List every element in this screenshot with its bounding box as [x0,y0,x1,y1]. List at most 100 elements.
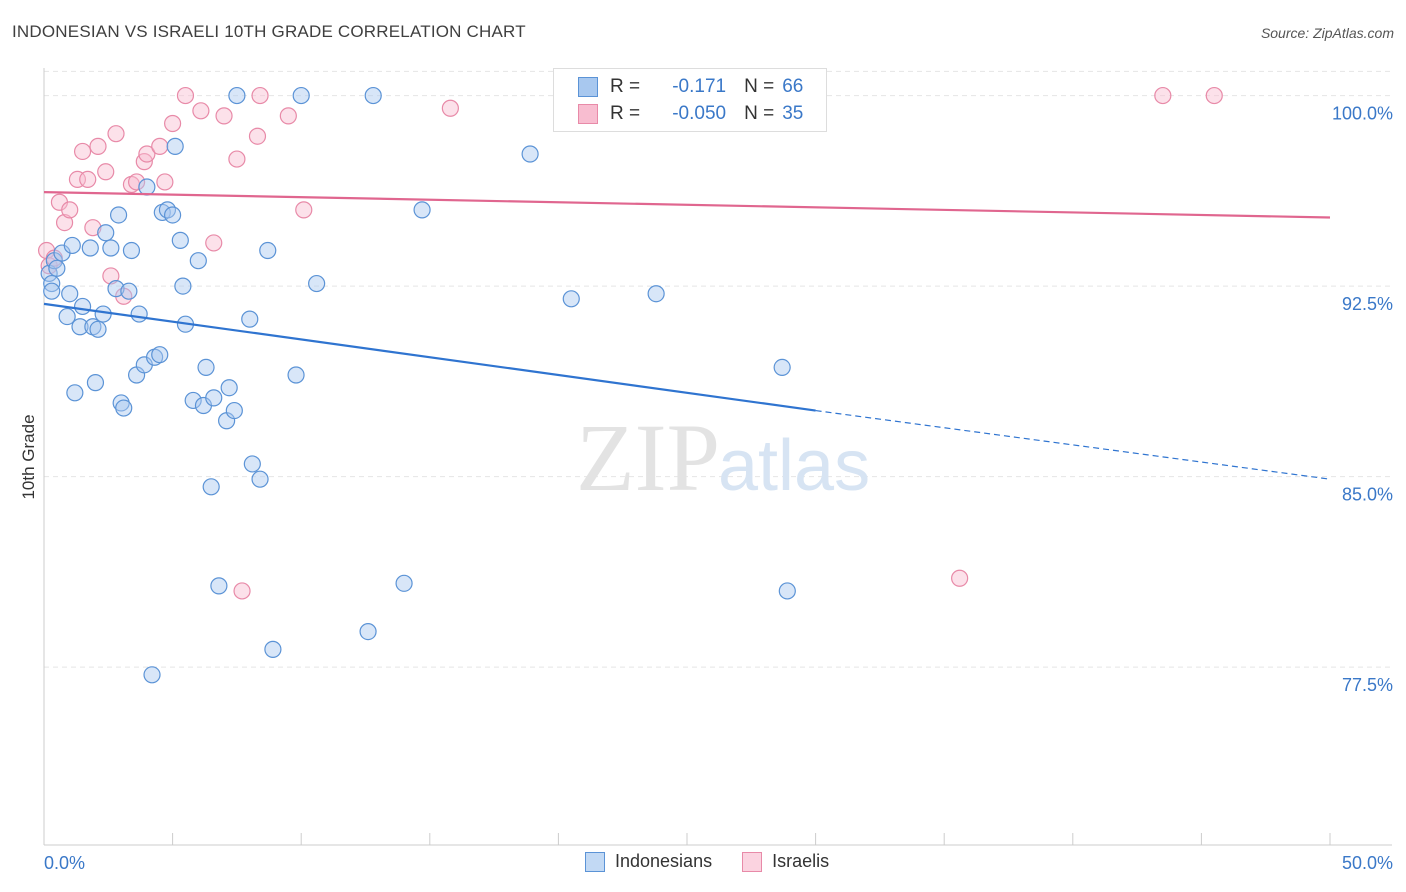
legend-item-indonesians[interactable]: Indonesians [585,851,712,872]
swatch-indonesians [578,77,598,97]
y-tick-label: 85.0% [1342,485,1393,505]
swatch-israelis [742,851,763,872]
indonesian-point [197,358,215,376]
legend-label-israelis: Israelis [772,851,830,871]
israeli-point [441,99,459,117]
legend-item-israelis[interactable]: Israelis [742,851,829,872]
r-value-israelis: -0.050 [672,103,727,124]
indonesian-point [130,305,148,323]
chart-title: INDONESIAN VS ISRAELI 10TH GRADE CORRELA… [12,22,526,41]
watermark-zip: ZIP [576,404,720,511]
indonesian-point [58,307,76,326]
n-value-indonesians: 66 [782,76,804,97]
swatch-israelis [578,104,598,124]
indonesian-point [102,239,120,257]
israeli-point [73,142,92,161]
indonesian-point [164,206,182,224]
indonesian-point [171,231,189,249]
israeli-point [55,213,74,232]
israeli-point [176,86,195,105]
indonesian-point [115,399,133,417]
grid-lines [44,70,1392,668]
x-tick-label: 0.0% [44,853,85,873]
indonesian-point [158,201,177,219]
israeli-point [89,137,107,155]
watermark-atlas: atlas [718,426,870,506]
indonesian-point [228,86,246,105]
israeli-point [164,114,182,133]
israeli-point [192,102,210,120]
israeli-point [61,201,79,219]
r-label: R = [610,76,641,97]
indonesian-point [81,239,99,257]
series-legend: Indonesians Israelis [585,851,859,872]
n-label: N = [744,103,775,124]
indonesian-point [264,640,282,658]
indonesian-point [151,346,169,364]
indonesian-point [122,241,141,260]
indonesian-point [259,241,277,260]
x-tick-label: 50.0% [1342,853,1393,873]
indonesian-point [364,86,382,105]
indonesian-point [308,274,326,293]
tick-labels: 77.5% 85.0% 92.5% 100.0% 0.0% 50.0% [44,104,1393,873]
israeli-point [97,163,115,181]
indonesian-point [243,455,261,473]
israeli-point [102,267,120,285]
indonesian-point [97,224,115,242]
indonesian-point [86,374,105,392]
r-value-indonesians: -0.171 [672,76,727,97]
israeli-point [215,107,233,125]
axes [43,68,1392,846]
indonesian-point [287,366,305,384]
indonesian-point [120,282,138,300]
indonesian-point [63,236,81,255]
indonesian-point [166,137,184,155]
indonesian-point [210,577,228,595]
indonesian-point [189,252,207,270]
israeli-point [107,125,125,143]
indonesian-point [48,259,66,277]
trend-lines [43,191,1331,480]
n-label: N = [744,76,775,97]
indonesian-point [143,666,161,684]
israelis-trend-line [43,191,1331,219]
indonesian-point [107,280,125,298]
indonesian-point [66,384,84,402]
indonesian-point [773,358,791,376]
indonesian-point [413,201,431,219]
indonesian-point [202,478,220,496]
israeli-point [156,173,174,191]
indonesian-point [778,582,796,600]
indonesian-point [94,305,112,323]
israeli-point [248,127,267,145]
y-axis-label: 10th Grade [19,414,38,499]
indonesian-point [251,470,269,488]
indonesian-point [225,401,243,420]
israeli-point [127,173,146,191]
indonesian-point [521,145,539,163]
israeli-point [228,150,246,168]
indonesian-point [71,318,89,336]
israeli-point [138,145,156,163]
swatch-indonesians [585,851,605,872]
indonesian-point [89,320,107,338]
israeli-point [205,234,223,252]
israeli-point [79,170,97,189]
indonesian-point [138,178,156,196]
indonesian-point [174,277,192,295]
indonesians-trend-extension [815,409,1331,480]
israeli-point [951,569,969,587]
indonesian-point [184,391,202,410]
correlation-legend: R = -0.171 N = 66 R = -0.050 N = 35 [553,68,827,132]
y-tick-label: 77.5% [1342,675,1393,695]
indonesian-point [61,285,79,303]
israeli-point [233,582,251,600]
indonesian-point [73,297,92,316]
israeli-point [1154,86,1172,105]
israeli-point [1205,86,1223,105]
indonesian-point [292,86,310,105]
indonesians-trend-line [43,302,816,412]
israeli-point [251,86,269,105]
indonesian-point [241,310,259,328]
